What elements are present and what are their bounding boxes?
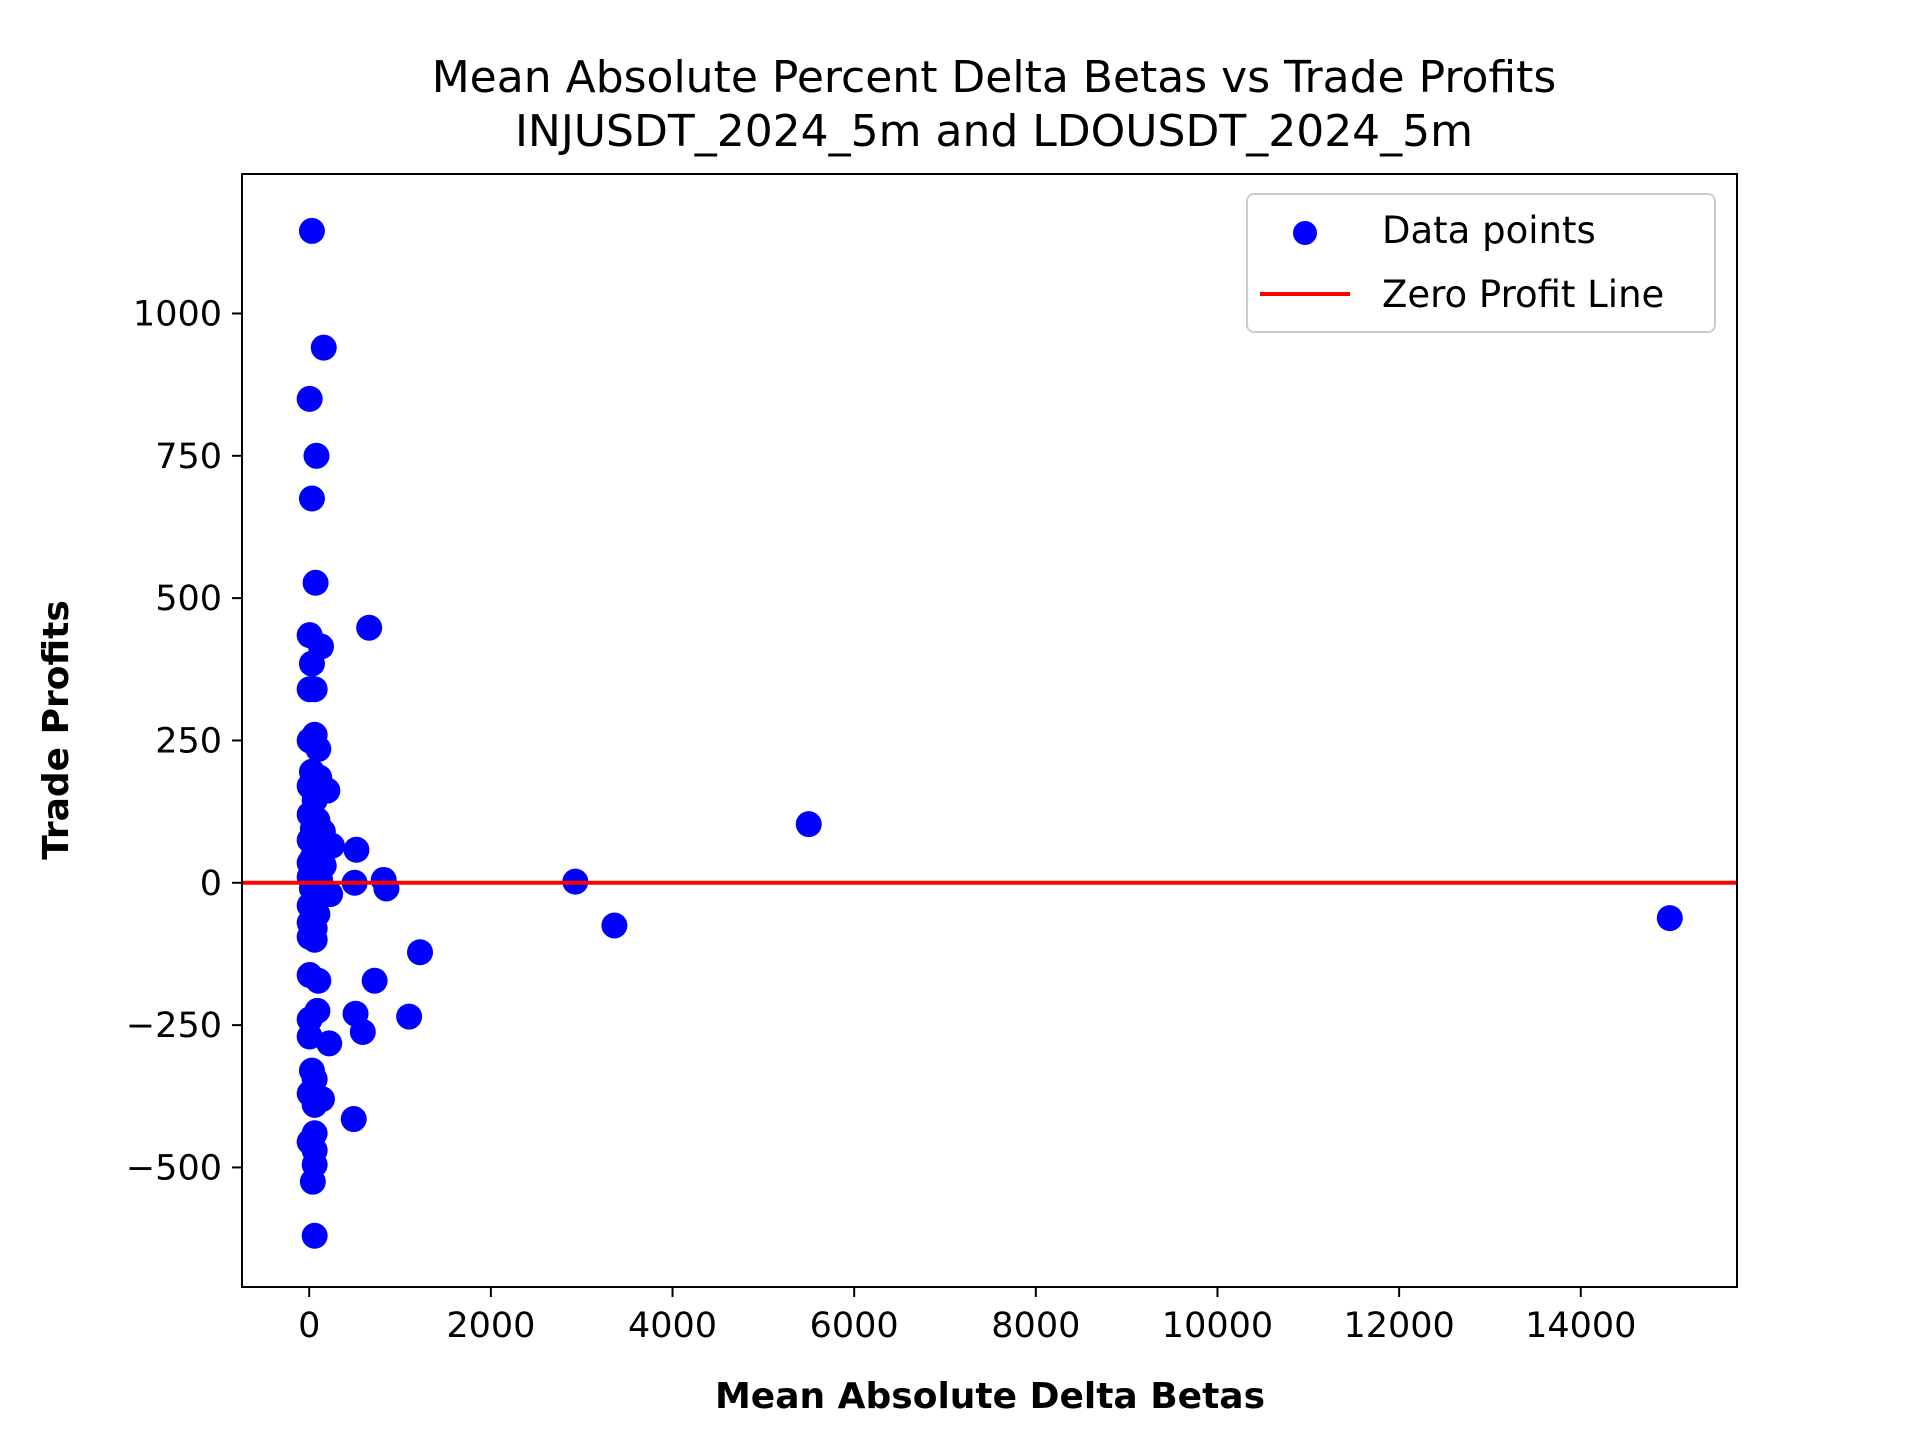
data-point xyxy=(299,1168,326,1195)
data-point xyxy=(305,736,332,763)
x-tick-label: 14000 xyxy=(1525,1306,1636,1346)
data-point xyxy=(316,1030,343,1057)
data-point xyxy=(296,385,323,412)
y-axis-ticks: −500 −250 0 250 500 750 1000 xyxy=(126,294,242,1188)
data-point xyxy=(361,967,388,994)
plot-area xyxy=(242,174,1737,1287)
data-point xyxy=(795,811,822,838)
data-point xyxy=(296,1023,323,1050)
data-point xyxy=(298,650,325,677)
legend-marker-data-points xyxy=(1293,221,1317,245)
data-point xyxy=(310,334,337,361)
data-point xyxy=(601,912,628,939)
x-tick-label: 2000 xyxy=(446,1306,535,1346)
x-tick-label: 4000 xyxy=(628,1306,717,1346)
data-point xyxy=(407,939,434,966)
data-point xyxy=(396,1003,423,1030)
x-axis-ticks: 0 2000 4000 6000 8000 10000 12000 14000 xyxy=(298,1287,1636,1346)
y-tick-label: 250 xyxy=(155,721,222,761)
data-point xyxy=(343,836,370,863)
data-points xyxy=(296,217,1683,1249)
data-point xyxy=(298,217,325,244)
y-axis-label: Trade Profits xyxy=(36,600,77,860)
data-point xyxy=(301,1222,328,1249)
y-tick-label: 1000 xyxy=(133,294,222,334)
data-point xyxy=(349,1018,376,1045)
y-tick-label: −500 xyxy=(126,1148,222,1188)
x-tick-label: 10000 xyxy=(1162,1306,1273,1346)
data-point xyxy=(301,926,328,953)
data-point xyxy=(305,967,332,994)
chart-title: Mean Absolute Percent Delta Betas vs Tra… xyxy=(432,52,1557,103)
y-tick-label: 0 xyxy=(200,864,222,904)
data-point xyxy=(302,569,329,596)
legend-box xyxy=(1246,193,1716,333)
data-point xyxy=(303,442,330,469)
x-axis-label: Mean Absolute Delta Betas xyxy=(715,1376,1265,1417)
x-tick-label: 6000 xyxy=(810,1306,899,1346)
x-tick-label: 12000 xyxy=(1343,1306,1454,1346)
data-point xyxy=(301,1091,328,1118)
data-point xyxy=(298,485,325,512)
legend-label-zero-profit-line: Zero Profit Line xyxy=(1382,273,1664,316)
data-point xyxy=(1656,905,1683,932)
x-tick-label: 8000 xyxy=(991,1306,1080,1346)
legend-label-data-points: Data points xyxy=(1382,209,1596,252)
data-point xyxy=(318,832,345,859)
plot-frame xyxy=(241,173,1738,1288)
y-tick-label: 500 xyxy=(155,579,222,619)
y-tick-label: −250 xyxy=(126,1006,222,1046)
y-tick-label: 750 xyxy=(155,437,222,477)
data-point xyxy=(301,676,328,703)
data-point xyxy=(340,1106,367,1133)
data-point xyxy=(373,875,400,902)
x-tick-label: 0 xyxy=(298,1306,320,1346)
data-point xyxy=(356,614,383,641)
chart-subtitle: INJUSDT_2024_5m and LDOUSDT_2024_5m xyxy=(515,106,1473,157)
legend: Data points Zero Profit Line xyxy=(1246,193,1716,333)
